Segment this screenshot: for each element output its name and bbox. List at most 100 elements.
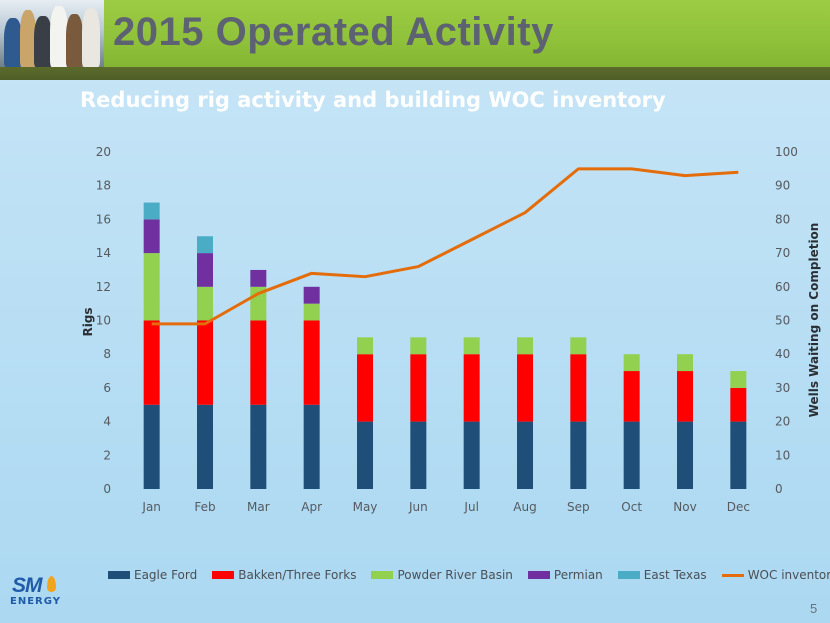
- legend-label: Bakken/Three Forks: [238, 568, 357, 582]
- x-tick-label: Sep: [567, 500, 590, 514]
- bar-segment: [677, 421, 693, 489]
- bar-segment: [357, 337, 373, 355]
- bar-segment: [517, 337, 533, 355]
- x-tick-label: May: [353, 500, 378, 514]
- legend-item: Powder River Basin: [371, 568, 513, 582]
- bar-segment: [303, 320, 320, 405]
- flame-icon: [47, 576, 56, 592]
- bar-segment: [143, 404, 160, 489]
- bar-segment: [677, 371, 693, 422]
- bar-segment: [303, 286, 320, 304]
- legend-label: WOC inventory: [747, 568, 830, 582]
- bar-segment: [623, 354, 640, 372]
- bar-segment: [517, 421, 533, 489]
- bar-segment: [357, 354, 373, 422]
- bar-segment: [410, 337, 427, 355]
- y2-tick-label: 0: [775, 482, 783, 496]
- y-tick-label: 10: [96, 314, 111, 328]
- woc-inventory-line: [151, 167, 739, 326]
- page-number: 5: [810, 601, 818, 616]
- header-band: [0, 0, 830, 67]
- legend-item: East Texas: [617, 568, 707, 582]
- chart-subtitle: Reducing rig activity and building WOC i…: [80, 88, 666, 112]
- bar-segment: [463, 354, 480, 422]
- legend-swatch: [212, 571, 235, 579]
- legend-swatch: [721, 573, 744, 577]
- right-axis-ticks: 0 10 20 30 40 50 60 70 80 90 100: [775, 145, 798, 496]
- legend-item: Bakken/Three Forks: [212, 568, 356, 582]
- logo-text: SM: [12, 574, 42, 597]
- bar-segment: [197, 320, 213, 405]
- bar-segment: [143, 202, 160, 220]
- y2-axis-title: Wells Waiting on Completion: [807, 223, 821, 418]
- legend-swatch: [371, 571, 394, 579]
- bar-segment: [197, 286, 213, 321]
- bar-segment: [410, 354, 427, 422]
- y2-tick-label: 80: [775, 212, 790, 226]
- stacked-bars: [143, 202, 747, 489]
- bar-segment: [357, 421, 373, 489]
- y2-tick-label: 90: [775, 179, 790, 193]
- y-tick-label: 12: [96, 280, 111, 294]
- x-tick-label: Oct: [621, 500, 642, 514]
- y-tick-label: 4: [103, 415, 111, 429]
- y2-tick-label: 70: [775, 246, 790, 260]
- bar-segment: [250, 269, 267, 287]
- bar-segment: [730, 421, 747, 489]
- legend-label: Powder River Basin: [397, 568, 513, 582]
- y-tick-label: 18: [96, 179, 111, 193]
- legend-swatch: [617, 571, 640, 579]
- y-axis-title: Rigs: [81, 307, 95, 336]
- y2-tick-label: 20: [775, 415, 790, 429]
- x-tick-label: Jan: [141, 500, 161, 514]
- x-tick-label: Nov: [673, 500, 696, 514]
- bar-segment: [250, 404, 267, 489]
- bar-segment: [623, 371, 640, 422]
- bar-segment: [197, 404, 213, 489]
- sm-energy-logo: SM ENERGY: [10, 574, 65, 610]
- bar-segment: [570, 337, 587, 355]
- bar-segment: [143, 253, 160, 321]
- legend-swatch: [527, 571, 550, 579]
- bar-segment: [570, 421, 587, 489]
- page-title: 2015 Operated Activity: [113, 10, 554, 54]
- legend-item: Permian: [527, 568, 603, 582]
- bar-segment: [143, 320, 160, 405]
- legend-label: Eagle Ford: [134, 568, 198, 582]
- bar-segment: [730, 387, 747, 422]
- logo-subtext: ENERGY: [10, 596, 61, 607]
- y-tick-label: 16: [96, 212, 111, 226]
- x-tick-label: Mar: [247, 500, 270, 514]
- y-tick-label: 6: [103, 381, 111, 395]
- y2-tick-label: 50: [775, 314, 790, 328]
- bar-segment: [463, 337, 480, 355]
- x-tick-label: Apr: [301, 500, 322, 514]
- y2-tick-label: 30: [775, 381, 790, 395]
- bar-segment: [410, 421, 427, 489]
- bar-segment: [250, 320, 267, 405]
- bar-segment: [463, 421, 480, 489]
- x-tick-label: Jul: [463, 500, 478, 514]
- bar-segment: [303, 303, 320, 321]
- y-tick-label: 0: [103, 482, 111, 496]
- y-tick-label: 8: [103, 347, 111, 361]
- header-photo-image: [0, 0, 104, 67]
- bar-segment: [677, 354, 693, 372]
- chart-legend: Eagle Ford Bakken/Three Forks Powder River…: [108, 568, 830, 582]
- x-tick-label: Aug: [513, 500, 536, 514]
- y2-tick-label: 40: [775, 347, 790, 361]
- bar-segment: [197, 253, 213, 287]
- y-tick-label: 2: [103, 448, 111, 462]
- legend-label: Permian: [553, 568, 603, 582]
- legend-label: East Texas: [643, 568, 707, 582]
- legend-swatch: [108, 571, 130, 579]
- header-divider-bar: [0, 67, 830, 80]
- legend-item: Eagle Ford: [108, 568, 197, 582]
- bar-segment: [303, 404, 320, 489]
- left-axis-ticks: 0 2 4 6 8 10 12 14 16 18 20: [96, 145, 111, 496]
- bar-segment: [730, 371, 747, 388]
- x-tick-label: Feb: [194, 500, 215, 514]
- bar-segment: [623, 421, 640, 489]
- y2-tick-label: 10: [775, 448, 790, 462]
